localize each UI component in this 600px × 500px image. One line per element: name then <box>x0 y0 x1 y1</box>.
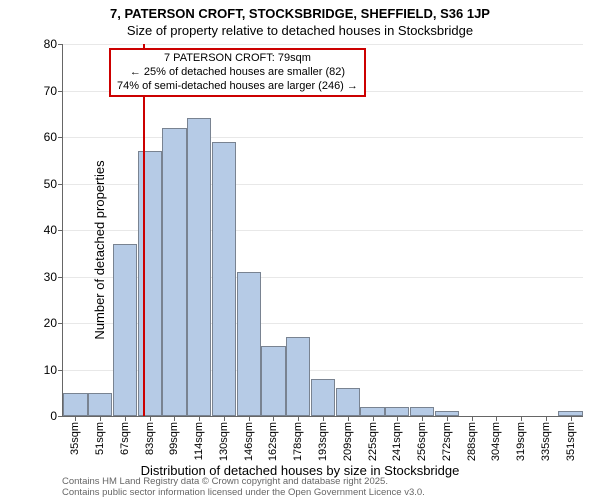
xtick-mark <box>298 416 299 421</box>
annotation-line-2: ← 25% of detached houses are smaller (82… <box>117 66 358 80</box>
histogram-bar <box>385 407 409 416</box>
xtick-mark <box>422 416 423 421</box>
xtick-label: 272sqm <box>441 422 453 461</box>
ytick-mark <box>58 184 63 185</box>
xtick-label: 304sqm <box>490 422 502 461</box>
xtick-mark <box>273 416 274 421</box>
xtick-mark <box>323 416 324 421</box>
ytick-label: 20 <box>27 316 57 330</box>
annotation-line-3: 74% of semi-detached houses are larger (… <box>117 80 358 94</box>
histogram-bar <box>336 388 360 416</box>
xtick-mark <box>571 416 572 421</box>
histogram-bar <box>286 337 310 416</box>
histogram-bar <box>63 393 87 416</box>
xtick-label: 83sqm <box>144 422 156 455</box>
xtick-label: 130sqm <box>218 422 230 461</box>
xtick-label: 67sqm <box>119 422 131 455</box>
xtick-label: 225sqm <box>367 422 379 461</box>
histogram-bar <box>237 272 261 416</box>
xtick-label: 35sqm <box>69 422 81 455</box>
xtick-mark <box>397 416 398 421</box>
xtick-mark <box>472 416 473 421</box>
ytick-mark <box>58 277 63 278</box>
histogram-bar <box>187 118 211 416</box>
ytick-label: 70 <box>27 84 57 98</box>
ytick-label: 30 <box>27 270 57 284</box>
xtick-mark <box>125 416 126 421</box>
xtick-mark <box>447 416 448 421</box>
xtick-mark <box>150 416 151 421</box>
chart-container: 7, PATERSON CROFT, STOCKSBRIDGE, SHEFFIE… <box>0 0 600 500</box>
chart-title: 7, PATERSON CROFT, STOCKSBRIDGE, SHEFFIE… <box>0 0 600 21</box>
xtick-label: 319sqm <box>515 422 527 461</box>
ytick-mark <box>58 44 63 45</box>
xtick-label: 209sqm <box>342 422 354 461</box>
xtick-mark <box>100 416 101 421</box>
histogram-bar <box>311 379 335 416</box>
ytick-mark <box>58 370 63 371</box>
xtick-mark <box>348 416 349 421</box>
footer-line-1: Contains HM Land Registry data © Crown c… <box>62 477 425 487</box>
histogram-bar <box>261 346 285 416</box>
plot-area: 0102030405060708035sqm51sqm67sqm83sqm99s… <box>62 44 583 417</box>
ytick-mark <box>58 230 63 231</box>
xtick-mark <box>174 416 175 421</box>
histogram-bar <box>88 393 112 416</box>
histogram-bar <box>410 407 434 416</box>
xtick-mark <box>75 416 76 421</box>
footer-line-2: Contains public sector information licen… <box>62 488 425 498</box>
grid-line <box>63 44 583 45</box>
ytick-label: 50 <box>27 177 57 191</box>
xtick-mark <box>496 416 497 421</box>
ytick-mark <box>58 137 63 138</box>
ytick-mark <box>58 323 63 324</box>
xtick-label: 335sqm <box>540 422 552 461</box>
ytick-label: 0 <box>27 409 57 423</box>
xtick-label: 51sqm <box>94 422 106 455</box>
ytick-mark <box>58 416 63 417</box>
histogram-bar <box>113 244 137 416</box>
ytick-label: 40 <box>27 223 57 237</box>
footer-attribution: Contains HM Land Registry data © Crown c… <box>62 477 425 498</box>
xtick-label: 99sqm <box>168 422 180 455</box>
xtick-mark <box>224 416 225 421</box>
chart-subtitle: Size of property relative to detached ho… <box>0 23 600 38</box>
xtick-label: 351sqm <box>565 422 577 461</box>
xtick-label: 114sqm <box>193 422 205 460</box>
ytick-label: 10 <box>27 363 57 377</box>
ytick-mark <box>58 91 63 92</box>
xtick-label: 178sqm <box>292 422 304 461</box>
histogram-bar <box>212 142 236 416</box>
xtick-label: 288sqm <box>466 422 478 461</box>
annotation-box: 7 PATERSON CROFT: 79sqm← 25% of detached… <box>109 48 366 97</box>
histogram-bar <box>138 151 162 416</box>
xtick-label: 193sqm <box>317 422 329 461</box>
xtick-mark <box>546 416 547 421</box>
xtick-label: 162sqm <box>267 422 279 461</box>
xtick-mark <box>373 416 374 421</box>
xtick-label: 241sqm <box>391 422 403 461</box>
xtick-mark <box>249 416 250 421</box>
xtick-mark <box>521 416 522 421</box>
grid-line <box>63 137 583 138</box>
xtick-label: 146sqm <box>243 422 255 461</box>
xtick-label: 256sqm <box>416 422 428 461</box>
histogram-bar <box>360 407 384 416</box>
xtick-mark <box>199 416 200 421</box>
property-marker-line <box>143 44 145 416</box>
ytick-label: 60 <box>27 130 57 144</box>
annotation-line-1: 7 PATERSON CROFT: 79sqm <box>117 52 358 66</box>
histogram-bar <box>162 128 186 416</box>
ytick-label: 80 <box>27 37 57 51</box>
